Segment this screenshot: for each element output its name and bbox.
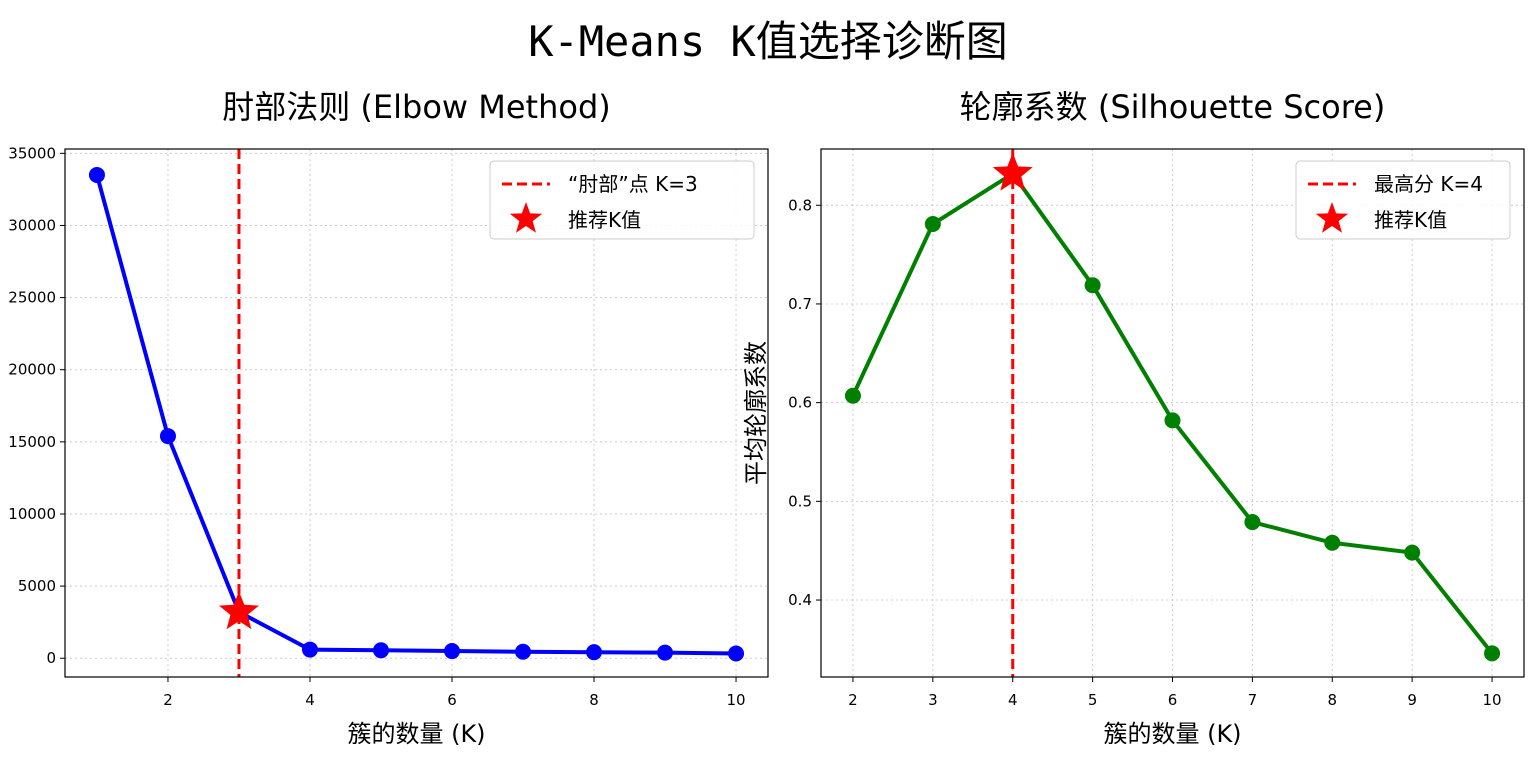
- data-point: [657, 644, 674, 661]
- legend-label-recommended: 推荐K值: [1374, 208, 1447, 232]
- data-point: [1484, 645, 1501, 662]
- x-tick-label: 6: [447, 691, 457, 709]
- legend-label-reference: “肘部”点 K=3: [568, 172, 698, 196]
- x-tick-label: 5: [1088, 691, 1098, 709]
- x-tick-label: 2: [848, 691, 858, 709]
- data-point: [924, 216, 941, 233]
- x-tick-label: 6: [1168, 691, 1178, 709]
- y-tick-label: 0.6: [788, 394, 812, 412]
- recommended-k-star: [992, 152, 1033, 191]
- legend-box: [489, 160, 755, 240]
- y-tick-label: 15000: [8, 433, 56, 451]
- data-point: [515, 643, 532, 660]
- data-point: [586, 644, 603, 661]
- chart-panel-2: 2 3 4 5 6 7 8 9 10 0.4 0.5 0.6 0.7 0.8 轮廓系数 (Silhouett…: [742, 88, 1525, 748]
- x-tick-label: 4: [1008, 691, 1018, 709]
- chart-panel-1: 2 4 6 8 10 0 5000 10000 15000 20000 25000 30000 3500…: [8, 88, 769, 748]
- x-axis-label: 簇的数量 (K): [1103, 720, 1241, 748]
- chart-title: 肘部法则 (Elbow Method): [222, 88, 611, 126]
- y-tick-label: 35000: [8, 144, 56, 162]
- x-tick-label: 10: [726, 691, 745, 709]
- data-point: [1084, 277, 1101, 294]
- data-point: [1164, 412, 1181, 429]
- x-tick-label: 7: [1248, 691, 1258, 709]
- x-tick-label: 10: [1482, 691, 1501, 709]
- x-tick-label: 8: [589, 691, 599, 709]
- legend-star-swatch: [509, 202, 543, 233]
- data-point: [1244, 514, 1261, 531]
- y-axis-label: 平均轮廓系数: [742, 341, 770, 485]
- figure-title: K-Means K值选择诊断图: [528, 17, 1008, 66]
- x-tick-label: 3: [928, 691, 938, 709]
- chart-title: 轮廓系数 (Silhouette Score): [960, 88, 1386, 126]
- x-tick-label: 9: [1407, 691, 1417, 709]
- axes-frame: [820, 148, 1525, 678]
- legend-box: [1295, 160, 1511, 240]
- x-axis-label: 簇的数量 (K): [347, 720, 485, 748]
- y-tick-label: 10000: [8, 505, 56, 523]
- y-tick-label: 0.7: [788, 295, 812, 313]
- legend-label-recommended: 推荐K值: [568, 208, 641, 232]
- y-tick-label: 25000: [8, 289, 56, 307]
- data-point: [844, 387, 861, 404]
- data-point: [372, 642, 389, 659]
- data-point: [159, 428, 176, 445]
- x-tick-label: 4: [305, 691, 315, 709]
- y-tick-label: 30000: [8, 216, 56, 234]
- data-point: [301, 641, 318, 658]
- y-tick-label: 5000: [18, 577, 56, 595]
- data-point: [1404, 544, 1421, 561]
- y-tick-label: 20000: [8, 361, 56, 379]
- axes-frame: [64, 148, 769, 678]
- data-point: [444, 643, 461, 660]
- x-tick-label: 2: [163, 691, 173, 709]
- x-tick-label: 8: [1327, 691, 1337, 709]
- y-tick-label: 0: [46, 649, 56, 667]
- legend-star-swatch: [1315, 202, 1349, 233]
- legend-label-reference: 最高分 K=4: [1374, 172, 1483, 196]
- series-line: [95, 174, 737, 656]
- data-point: [88, 166, 105, 183]
- data-point: [1324, 534, 1341, 551]
- y-tick-label: 0.4: [788, 591, 812, 609]
- y-tick-label: 0.5: [788, 492, 812, 510]
- recommended-k-star: [219, 591, 259, 630]
- y-tick-label: 0.8: [788, 196, 812, 214]
- data-point: [728, 645, 745, 662]
